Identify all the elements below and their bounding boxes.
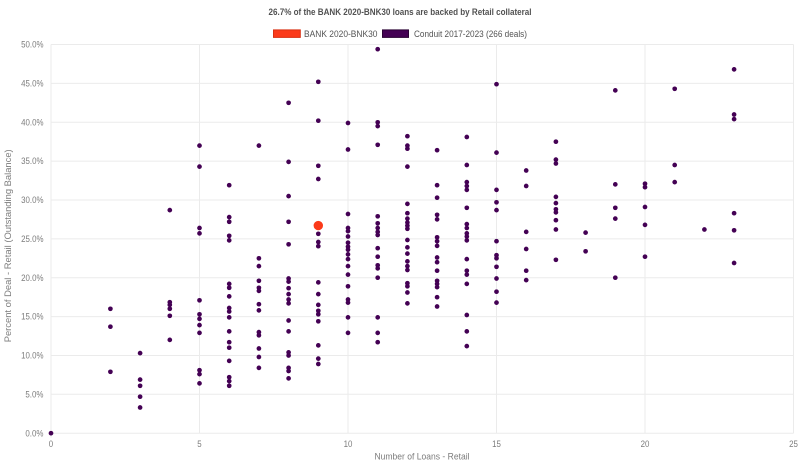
svg-text:20.0%: 20.0% — [21, 273, 44, 283]
svg-text:25: 25 — [789, 439, 798, 449]
svg-text:Number of Loans - Retail: Number of Loans - Retail — [375, 452, 470, 463]
svg-text:Conduit 2017-2023 (266 deals): Conduit 2017-2023 (266 deals) — [414, 29, 527, 40]
svg-text:5: 5 — [197, 439, 201, 449]
svg-text:BANK 2020-BNK30: BANK 2020-BNK30 — [304, 29, 378, 40]
svg-text:0.0%: 0.0% — [25, 428, 43, 438]
svg-text:30.0%: 30.0% — [21, 195, 44, 205]
svg-text:0: 0 — [49, 439, 53, 449]
svg-text:Percent of Deal - Retail (Outs: Percent of Deal - Retail (Outstanding Ba… — [3, 149, 14, 342]
svg-text:15: 15 — [492, 439, 501, 449]
svg-text:35.0%: 35.0% — [21, 156, 44, 166]
svg-text:10: 10 — [344, 439, 353, 449]
svg-text:20: 20 — [641, 439, 650, 449]
svg-text:45.0%: 45.0% — [21, 79, 44, 89]
svg-text:5.0%: 5.0% — [25, 389, 43, 399]
svg-text:26.7% of the BANK 2020-BNK30 l: 26.7% of the BANK 2020-BNK30 loans are b… — [269, 6, 532, 17]
svg-text:40.0%: 40.0% — [21, 117, 44, 127]
svg-text:25.0%: 25.0% — [21, 234, 44, 244]
svg-text:10.0%: 10.0% — [21, 351, 44, 361]
svg-text:15.0%: 15.0% — [21, 312, 44, 322]
svg-text:50.0%: 50.0% — [21, 40, 44, 50]
